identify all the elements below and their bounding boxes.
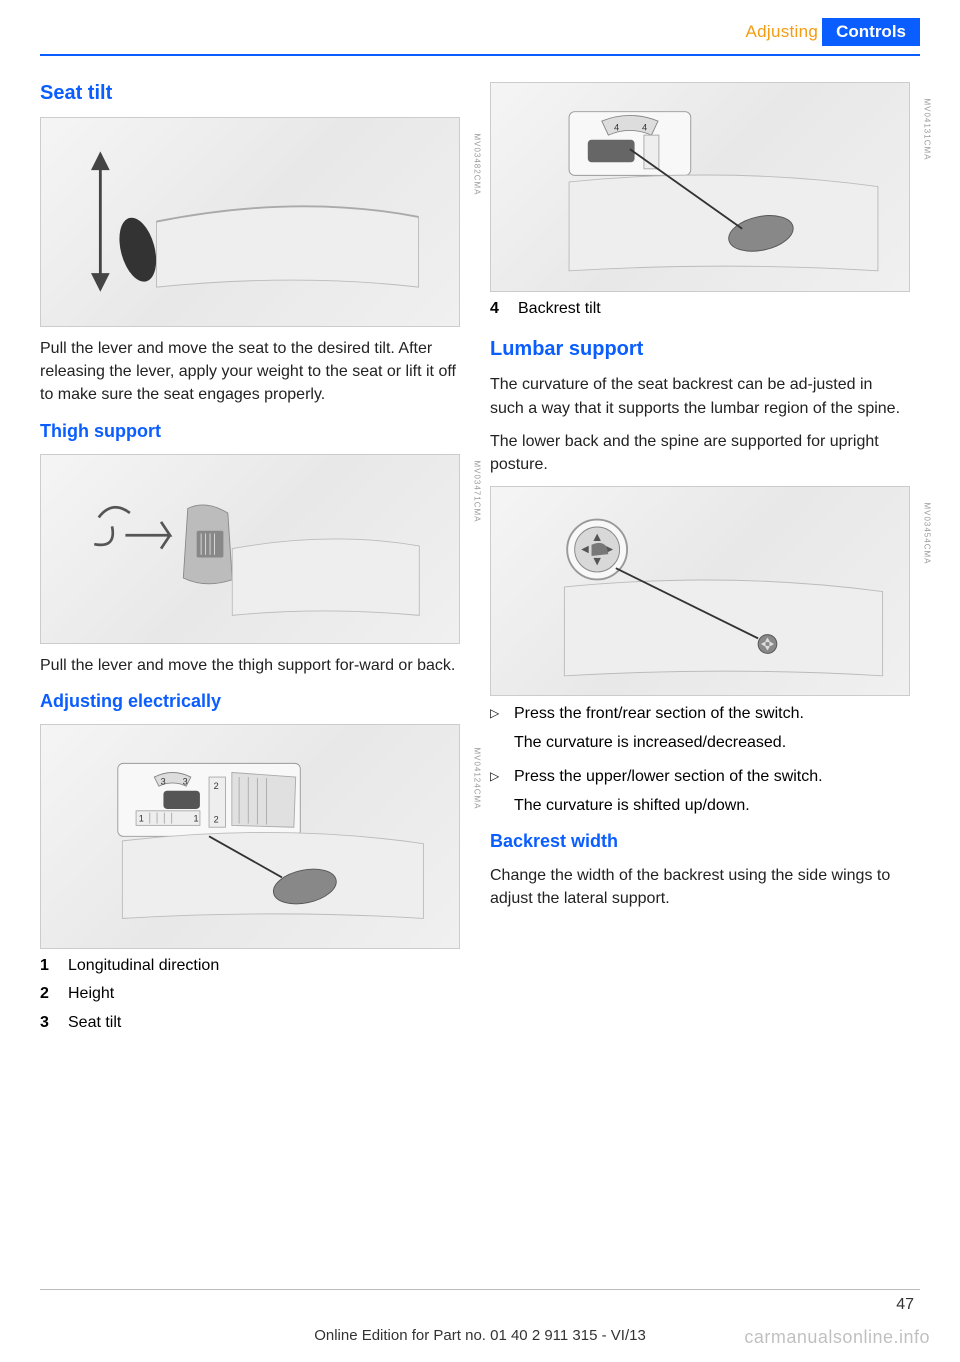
list-item: 2 Height [40, 983, 460, 1005]
svg-text:2: 2 [214, 781, 219, 791]
list-label: Longitudinal direction [68, 955, 219, 977]
seat-tilt-illustration-icon [62, 128, 438, 315]
list-item: 3 Seat tilt [40, 1012, 460, 1034]
svg-text:4: 4 [614, 123, 619, 133]
lumbar-figure: MV03454CMA [490, 486, 910, 696]
figure-caption: MV04124CMA [473, 748, 482, 810]
thigh-support-title: Thigh support [40, 421, 460, 442]
list-item: 1 Longitudinal direction [40, 955, 460, 977]
backrest-tilt-figure: 4 4 MV04131CMA [490, 82, 910, 292]
bullet-text: Press the upper/lower section of the swi… [514, 765, 910, 788]
page-header: Adjusting Controls [0, 0, 960, 54]
svg-text:3: 3 [182, 776, 187, 786]
footer-divider [40, 1289, 920, 1290]
list-label: Backrest tilt [518, 298, 601, 320]
bullet-subtext: The curvature is shifted up/down. [514, 794, 910, 817]
svg-text:1: 1 [193, 814, 198, 824]
list-number: 1 [40, 955, 68, 977]
lumbar-p1: The curvature of the seat backrest can b… [490, 373, 910, 419]
list-label: Height [68, 983, 114, 1005]
svg-text:3: 3 [161, 776, 166, 786]
list-item: 4 Backrest tilt [490, 298, 910, 320]
bullet-subtext: The curvature is increased/decreased. [514, 731, 910, 754]
adjust-electric-illustration-icon: 3 3 1 1 2 2 [62, 736, 438, 937]
triangle-bullet-icon: ▷ [490, 765, 514, 788]
seat-tilt-title: Seat tilt [40, 82, 460, 105]
bullet-text: Press the front/rear section of the swit… [514, 702, 910, 725]
content-area: Seat tilt MV03482CMA Pull the lever and … [0, 76, 960, 1040]
svg-text:1: 1 [139, 814, 144, 824]
list-label: Seat tilt [68, 1012, 121, 1034]
bullet-item: ▷ Press the upper/lower section of the s… [490, 765, 910, 788]
figure-caption: MV03482CMA [473, 133, 482, 195]
svg-text:4: 4 [642, 123, 647, 133]
figure-caption: MV03471CMA [473, 460, 482, 522]
header-section-badge: Controls [822, 18, 920, 46]
thigh-support-figure: MV03471CMA [40, 454, 460, 644]
backrest-tilt-illustration-icon: 4 4 [512, 93, 888, 280]
list-number: 3 [40, 1012, 68, 1034]
right-column: 4 4 MV04131CMA 4 Backrest tilt Lumbar su… [490, 76, 910, 1040]
bullet-item: ▷ Press the front/rear section of the sw… [490, 702, 910, 725]
lumbar-illustration-icon [512, 498, 888, 685]
backrest-width-text: Change the width of the backrest using t… [490, 864, 910, 910]
list-number: 2 [40, 983, 68, 1005]
left-column: Seat tilt MV03482CMA Pull the lever and … [40, 76, 460, 1040]
seat-tilt-text: Pull the lever and move the seat to the … [40, 337, 460, 407]
page-number: 47 [896, 1296, 914, 1314]
backrest-width-title: Backrest width [490, 831, 910, 852]
svg-text:2: 2 [214, 815, 219, 825]
header-subsection: Adjusting [745, 22, 818, 42]
thigh-support-text: Pull the lever and move the thigh suppor… [40, 654, 460, 677]
figure-caption: MV03454CMA [923, 503, 932, 565]
watermark: carmanualsonline.info [744, 1327, 930, 1348]
header-wrapper: Adjusting Controls [745, 18, 920, 46]
lumbar-p2: The lower back and the spine are support… [490, 430, 910, 476]
seat-tilt-figure: MV03482CMA [40, 117, 460, 327]
adjust-electric-figure: 3 3 1 1 2 2 MV04124CMA [40, 724, 460, 949]
lumbar-title: Lumbar support [490, 338, 910, 361]
list-number: 4 [490, 298, 518, 320]
thigh-support-illustration-icon [62, 464, 438, 633]
header-divider [40, 54, 920, 56]
triangle-bullet-icon: ▷ [490, 702, 514, 725]
figure-caption: MV04131CMA [923, 98, 932, 160]
adjust-electric-title: Adjusting electrically [40, 691, 460, 712]
